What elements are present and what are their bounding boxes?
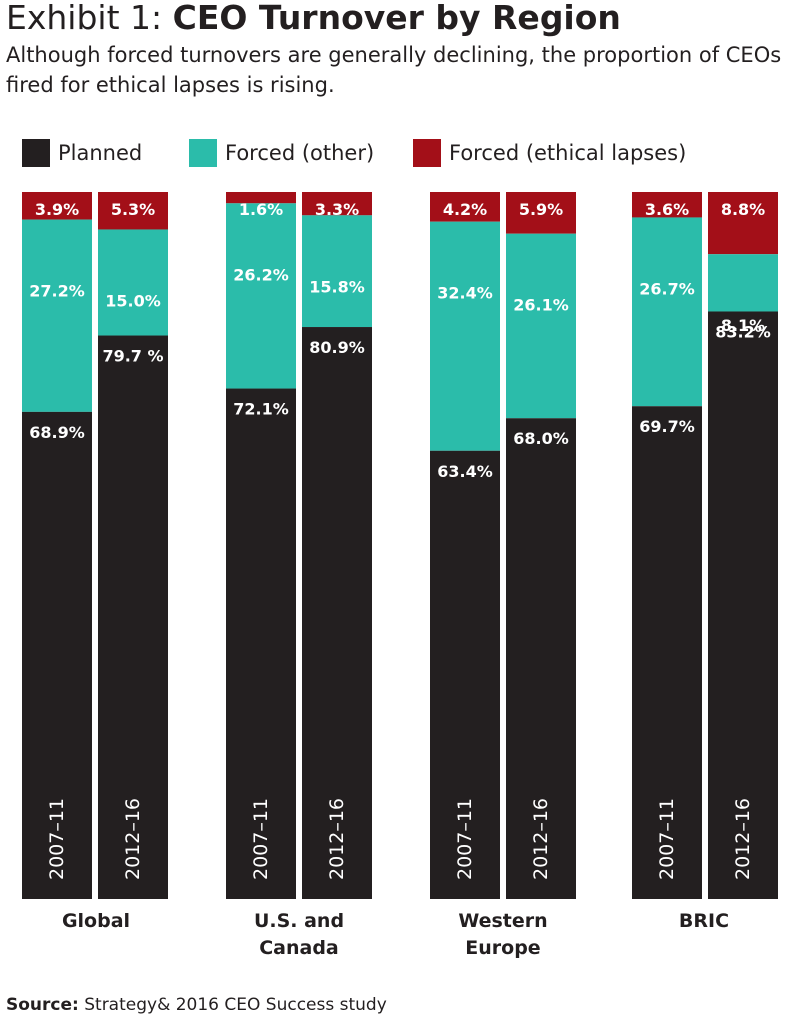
bar-segment-forced-ethical <box>506 192 576 234</box>
data-label-forced-ethical: 4.2% <box>443 200 487 219</box>
legend-label-forced-other: Forced (other) <box>225 141 375 165</box>
bar-segment-planned <box>22 411 92 899</box>
data-label-forced-other: 32.4% <box>437 284 493 303</box>
data-label-planned: 68.0% <box>513 429 569 448</box>
period-label: 2007–11 <box>656 798 678 880</box>
period-label: 2012–16 <box>732 798 754 880</box>
data-label-forced-ethical: 1.6% <box>239 200 283 219</box>
category-label: BRIC <box>679 910 729 932</box>
bar-segment-planned <box>708 311 778 899</box>
category-label: Global <box>62 910 130 932</box>
source-note: Source: Strategy& 2016 CEO Success study <box>6 994 387 1016</box>
data-label-planned: 63.4% <box>437 462 493 481</box>
legend-swatch-forced-ethical <box>413 139 441 167</box>
data-label-forced-ethical: 5.9% <box>519 200 563 219</box>
legend-label-forced-ethical: Forced (ethical lapses) <box>449 141 687 165</box>
bar-segment-planned <box>506 418 576 899</box>
bar-segment-forced-other <box>22 219 92 412</box>
bar-segment-forced-other <box>708 254 778 312</box>
bar-segment-forced-other <box>98 229 168 336</box>
data-label-planned: 72.1% <box>233 400 289 419</box>
data-label-planned: 80.9% <box>309 338 365 357</box>
period-label: 2012–16 <box>530 798 552 880</box>
bar-segment-forced-other <box>226 203 296 389</box>
data-label-forced-ethical: 5.3% <box>111 200 155 219</box>
data-label-forced-other: 26.7% <box>639 279 695 298</box>
period-label: 2007–11 <box>250 798 272 880</box>
data-label-forced-ethical: 3.3% <box>315 200 359 219</box>
bar-segment-planned <box>98 335 168 899</box>
category-label: Europe <box>465 937 540 959</box>
data-label-forced-other: 26.2% <box>233 265 289 284</box>
legend-swatch-forced-other <box>189 139 217 167</box>
category-label: U.S. and <box>254 910 344 932</box>
bar-segment-forced-ethical <box>226 192 296 204</box>
data-label-planned: 83.2% <box>715 322 771 341</box>
chart-title-lead: Exhibit 1: <box>6 0 163 37</box>
period-label: 2012–16 <box>326 798 348 880</box>
bar-segment-planned <box>632 406 702 899</box>
category-label: Western <box>458 910 547 932</box>
bar-segment-forced-ethical <box>632 192 702 218</box>
data-label-forced-other: 26.1% <box>513 296 569 315</box>
bar-segment-forced-ethical <box>98 192 168 230</box>
data-label-forced-ethical: 8.8% <box>721 200 765 219</box>
data-label-planned: 69.7% <box>639 417 695 436</box>
data-label-planned: 79.7 % <box>102 347 163 366</box>
data-label-forced-other: 15.0% <box>105 291 161 310</box>
period-label: 2012–16 <box>122 798 144 880</box>
chart-title-main: CEO Turnover by Region <box>172 0 621 37</box>
data-label-forced-other: 27.2% <box>29 282 85 301</box>
bar-segment-forced-other <box>506 233 576 419</box>
data-label-planned: 68.9% <box>29 423 85 442</box>
data-label-forced-ethical: 3.6% <box>645 200 689 219</box>
bar-segment-forced-ethical <box>708 192 778 255</box>
data-label-forced-ethical: 3.9% <box>35 200 79 219</box>
period-label: 2007–11 <box>454 798 476 880</box>
chart-subtitle: Although forced turnovers are generally … <box>6 43 782 97</box>
bar-segment-forced-ethical <box>430 192 500 222</box>
legend-label-planned: Planned <box>58 141 143 165</box>
source-text: Strategy& 2016 CEO Success study <box>84 995 387 1015</box>
bar-segment-forced-other <box>430 221 500 451</box>
bar-segment-planned <box>226 388 296 899</box>
source-label: Source: <box>6 995 79 1015</box>
chart-title: Exhibit 1: CEO Turnover by Region <box>6 0 621 38</box>
data-label-forced-other: 8.1% <box>721 316 765 335</box>
bar-segment-planned <box>430 450 500 899</box>
bar-segment-forced-other <box>632 217 702 407</box>
category-label: Canada <box>259 937 339 959</box>
bar-segment-forced-other <box>302 215 372 328</box>
legend-swatch-planned <box>22 139 50 167</box>
period-label: 2007–11 <box>46 798 68 880</box>
bar-segment-planned <box>302 327 372 899</box>
data-label-forced-other: 15.8% <box>309 277 365 296</box>
bar-segment-forced-ethical <box>22 192 92 220</box>
bar-segment-forced-ethical <box>302 192 372 216</box>
